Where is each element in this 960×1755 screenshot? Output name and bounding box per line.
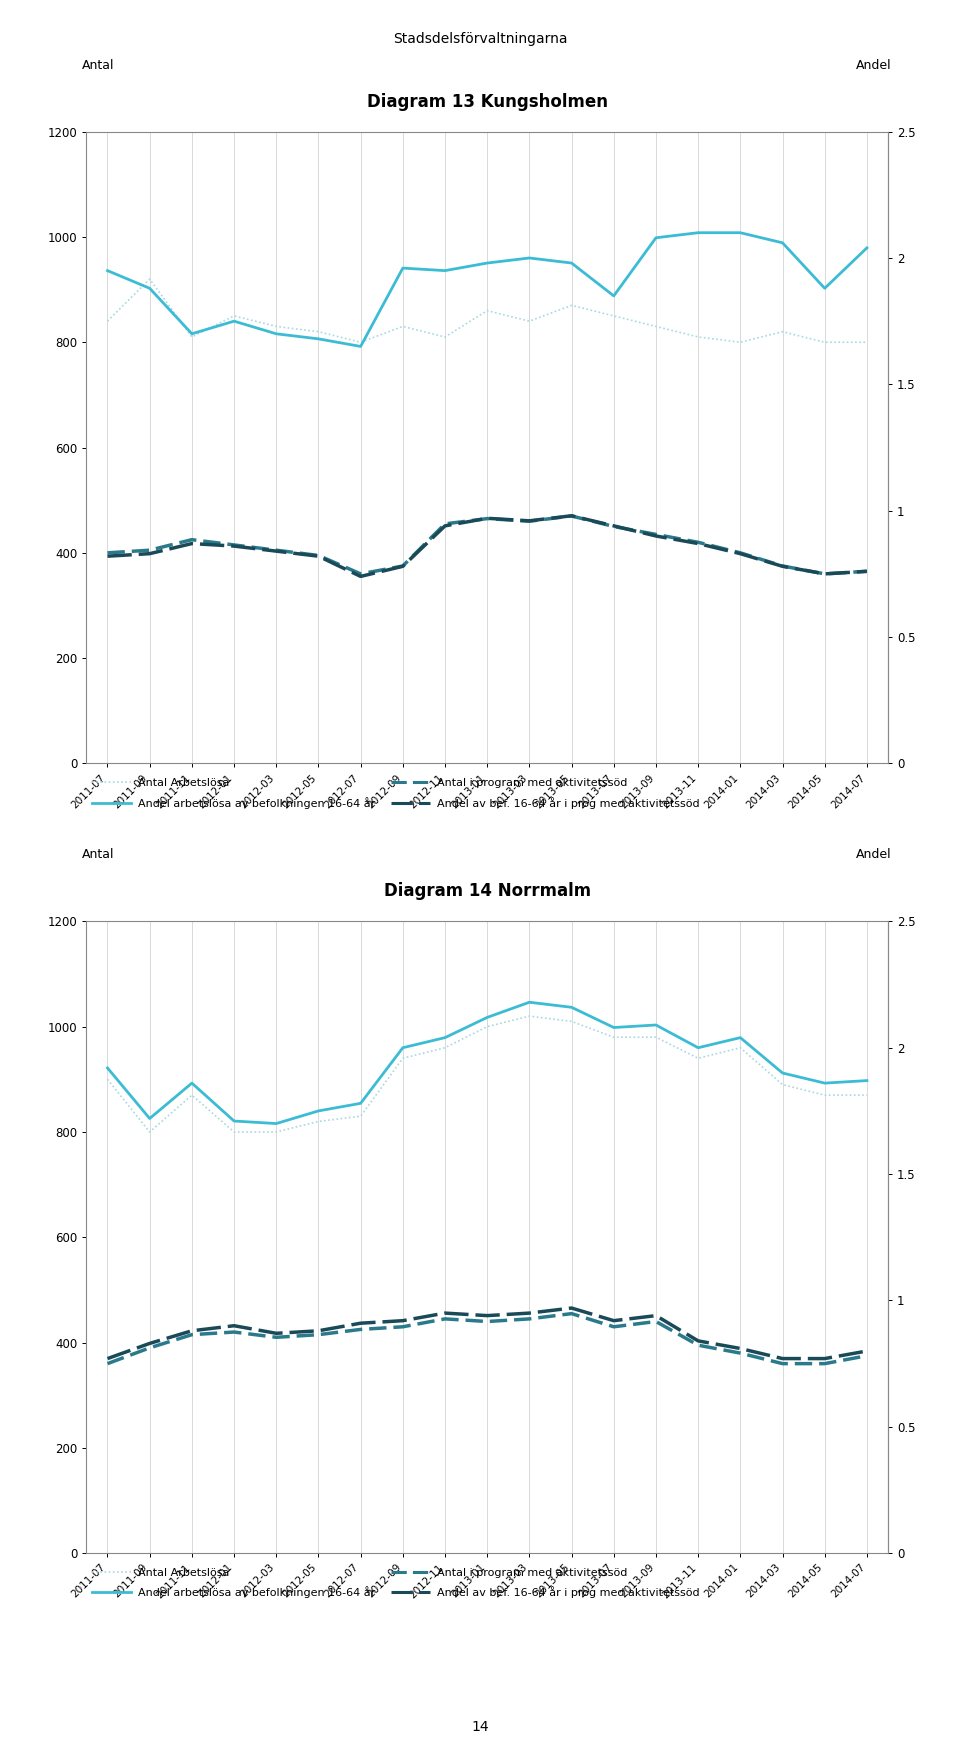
Legend: Antal Arbetslösa, Andel arbetslösa av befolkningen 16-64 år, Antal i program med: Antal Arbetslösa, Andel arbetslösa av be…	[92, 777, 700, 809]
Title: Diagram 13 Kungsholmen: Diagram 13 Kungsholmen	[367, 93, 608, 111]
Text: Andel: Andel	[856, 58, 892, 72]
Text: 14: 14	[471, 1720, 489, 1734]
Text: Andel: Andel	[856, 848, 892, 862]
Text: Antal: Antal	[83, 848, 115, 862]
Legend: Antal Arbetslösa, Andel arbetslösa av befolkningen 16-64 år, Antal i program med: Antal Arbetslösa, Andel arbetslösa av be…	[92, 1567, 700, 1599]
Text: Stadsdelsförvaltningarna: Stadsdelsförvaltningarna	[393, 32, 567, 46]
Text: Antal: Antal	[83, 58, 115, 72]
Title: Diagram 14 Norrmalm: Diagram 14 Norrmalm	[384, 883, 590, 900]
